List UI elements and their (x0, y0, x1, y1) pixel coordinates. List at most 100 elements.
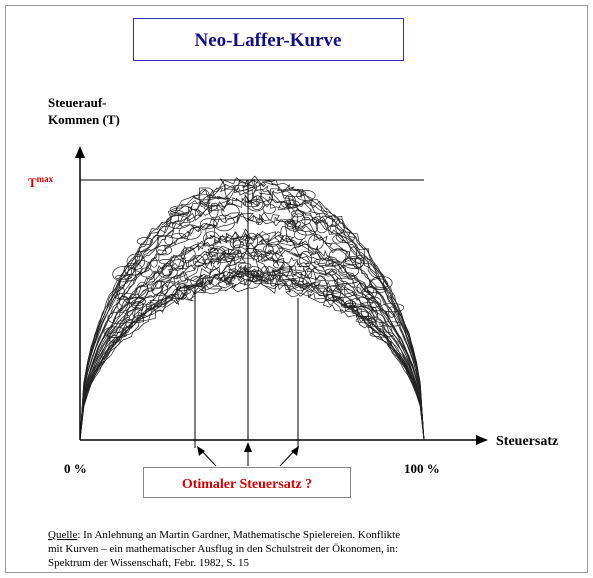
scribble-loop (161, 281, 177, 297)
scribble-loop (116, 296, 131, 312)
scribble-loop (165, 215, 191, 229)
scribble-loop (192, 255, 205, 267)
scribble-line (79, 228, 425, 441)
scribble-loop (205, 224, 216, 239)
scribble-loop (237, 262, 252, 269)
arrow (200, 449, 217, 467)
scribble-loop (115, 274, 131, 280)
scribble-loop (291, 212, 299, 225)
scribble-loop (325, 259, 341, 267)
scribble-loop (136, 281, 149, 298)
scribble-loop (366, 296, 382, 308)
scribble-loop (145, 301, 155, 311)
scribble-loop (269, 274, 277, 287)
scribble-loop (260, 266, 270, 282)
scribble-loop (253, 243, 274, 255)
scribble-loop (193, 194, 217, 201)
scribble-loop (109, 335, 121, 344)
scribble-line (79, 194, 425, 441)
scribble-loop (242, 184, 256, 195)
y-label: Kommen (T) (48, 112, 120, 127)
scribble-loop (335, 218, 345, 235)
y-arrow (75, 146, 85, 158)
x-arrow (476, 435, 488, 445)
scribble-loop (140, 267, 153, 278)
scribble-loop (158, 293, 167, 308)
callout: Otimaler Steuersatz ? (182, 477, 312, 492)
scribble-line (79, 277, 425, 441)
scribble-loop (244, 271, 260, 278)
x-label: Steuersatz (496, 434, 558, 449)
source: Quelle: In Anlehnung an Martin Gardner, … (48, 529, 400, 541)
scribble-loop (250, 195, 264, 211)
scribble-loop (388, 306, 396, 318)
source-line: Spektrum der Wissenschaft, Febr. 1982, S… (48, 557, 250, 569)
scribble-loop (203, 231, 220, 246)
scribble-loop (293, 229, 307, 240)
scribble-line (79, 178, 425, 441)
scribble-line (79, 195, 425, 441)
scribble-loop (225, 275, 235, 282)
source-line: mit Kurven – ein mathematischer Ausflug … (48, 543, 398, 555)
x-end: 100 % (404, 461, 440, 476)
scribble-loop (229, 237, 241, 249)
scribble-loop (304, 268, 313, 279)
scribble-loop (126, 253, 145, 270)
scribble-loop (156, 245, 173, 256)
scribble-loop (262, 203, 276, 214)
scribble-loop (366, 284, 375, 295)
scribble-loop (324, 268, 338, 276)
callout-box (143, 467, 351, 498)
scribble-loop (368, 309, 378, 319)
scribble-line (79, 260, 425, 441)
scribble-loop (158, 265, 178, 279)
scribble-loop (290, 210, 304, 218)
scribble-loop (369, 331, 394, 338)
scribble-loop (252, 270, 264, 282)
scribble-loop (328, 248, 349, 263)
arrowhead (197, 446, 205, 456)
scribble-loop (255, 218, 263, 226)
scribble-loop (273, 268, 297, 277)
title-box (133, 18, 404, 61)
scribble-loop (213, 214, 235, 232)
y-label: Steuerauf- (48, 95, 107, 110)
scribble-loop (281, 199, 300, 209)
title: Neo-Laffer-Kurve (194, 30, 341, 51)
t-max-sup: max (37, 174, 54, 184)
scribble-loop (176, 285, 189, 292)
scribble-loop (208, 246, 226, 260)
scribble-loop (342, 256, 364, 269)
scribble-loop (198, 189, 210, 206)
scribble-loop (169, 255, 185, 271)
scribble-loop (221, 204, 240, 219)
scribble-loop (338, 264, 360, 278)
arrowhead (244, 442, 252, 452)
scribble-loop (164, 234, 174, 246)
scribble-loop (222, 249, 241, 256)
scribble-loop (151, 281, 169, 297)
scribble-loop (369, 278, 389, 290)
scribble-loop (179, 272, 188, 282)
scribble-loop (301, 216, 311, 225)
scribble-loop (208, 204, 219, 219)
scribble-loop (344, 300, 357, 309)
scribble-loop (176, 283, 188, 300)
scribble-loop (150, 257, 158, 268)
scribble-loop (136, 237, 153, 246)
scribble-loop (158, 259, 173, 265)
scribble-loop (132, 307, 143, 319)
scribble-loop (178, 224, 202, 240)
scribble-loop (379, 302, 405, 313)
scribble-loop (284, 194, 296, 209)
scribble-loop (169, 205, 193, 214)
scribble-loop (180, 247, 196, 262)
scribble-loop (287, 220, 297, 232)
arrow (279, 449, 296, 467)
scribble-loop (335, 231, 355, 243)
scribble-loop (107, 311, 130, 325)
scribble-loop (133, 260, 151, 273)
scribble-loop (210, 248, 219, 256)
scribble-loop (323, 285, 341, 301)
